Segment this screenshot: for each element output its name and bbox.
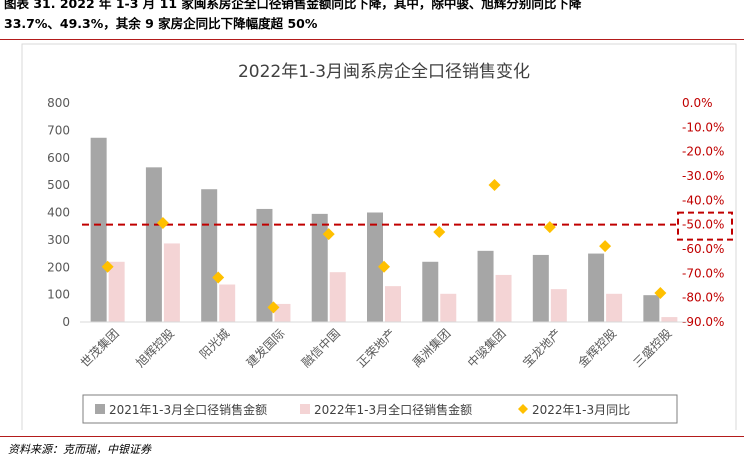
right-axis: 0.0% -10.0% -20.0% -30.0% -40.0% -50.0% -60.0%… bbox=[682, 96, 724, 329]
caption-line-1: 图表 31. 2022 年 1-3 月 11 家闽系房企全口径销售金额同比下降，… bbox=[4, 0, 582, 11]
caption-line-2: 33.7%、49.3%，其余 9 家房企同比下降幅度超 50% bbox=[4, 16, 318, 31]
legend-swatch bbox=[95, 404, 105, 414]
right-tick-label: -80.0% bbox=[682, 291, 724, 305]
yoy-marker bbox=[322, 228, 335, 241]
left-tick-label: 400 bbox=[47, 206, 70, 220]
bar-2022 bbox=[495, 274, 512, 322]
bar-2022 bbox=[606, 293, 623, 322]
yoy-marker bbox=[267, 301, 280, 314]
bar-2021 bbox=[367, 212, 383, 322]
legend-label: 2021年1-3月全口径销售金额 bbox=[109, 402, 267, 417]
left-tick-label: 200 bbox=[47, 260, 70, 274]
right-tick-label: -30.0% bbox=[682, 169, 724, 183]
yoy-marker bbox=[599, 240, 612, 253]
yoy-markers bbox=[101, 179, 667, 314]
right-tick-label: -40.0% bbox=[682, 193, 724, 207]
left-axis: 0 100 200 300 400 500 600 700 800 bbox=[47, 96, 70, 329]
yoy-marker bbox=[378, 260, 390, 273]
yoy-marker bbox=[101, 260, 114, 273]
bar-2021 bbox=[145, 167, 162, 322]
bar-2022 bbox=[274, 303, 291, 322]
source-note: 资料来源：克而瑞，中银证券 bbox=[8, 443, 151, 456]
left-tick-label: 100 bbox=[47, 288, 70, 302]
left-tick-label: 600 bbox=[47, 151, 70, 165]
bar-2021 bbox=[588, 253, 605, 322]
sales-chart: 2022年1-3月闽系房企全口径销售变化 0 100 200 300 400 500 600… bbox=[21, 43, 737, 430]
legend-label: 2022年1-3月同比 bbox=[532, 403, 630, 417]
source-divider bbox=[0, 436, 744, 437]
right-tick-label: -90.0% bbox=[682, 315, 724, 329]
bar-2022 bbox=[385, 286, 401, 322]
right-tick-label: -70.0% bbox=[682, 266, 724, 280]
right-tick-label: 0.0% bbox=[682, 96, 713, 110]
bar-2021 bbox=[256, 208, 273, 322]
bar-2021 bbox=[532, 254, 549, 322]
legend-label: 2022年1-3月全口径销售金额 bbox=[314, 402, 472, 417]
right-tick-label: -50.0% bbox=[682, 218, 724, 232]
right-tick-label: -60.0% bbox=[682, 242, 724, 256]
chart-title: 2022年1-3月闽系房企全口径销售变化 bbox=[238, 62, 530, 82]
bar-2022 bbox=[550, 289, 567, 322]
bar-2022 bbox=[219, 284, 236, 322]
legend-swatch bbox=[518, 404, 528, 414]
bar-series bbox=[90, 137, 678, 322]
left-tick-label: 500 bbox=[47, 178, 70, 192]
left-tick-label: 800 bbox=[47, 96, 70, 110]
legend: 2021年1-3月全口径销售金额 2022年1-3月全口径销售金额 2022年1-3… bbox=[82, 394, 678, 424]
left-tick-label: 0 bbox=[62, 315, 70, 329]
bar-2021 bbox=[90, 137, 107, 322]
bar-2022 bbox=[163, 243, 180, 322]
bar-2022 bbox=[108, 261, 125, 322]
caption-divider bbox=[0, 39, 744, 40]
legend-swatch bbox=[300, 404, 310, 414]
right-tick-label: -20.0% bbox=[682, 145, 724, 159]
bar-2022 bbox=[329, 272, 346, 322]
yoy-marker bbox=[488, 179, 501, 192]
yoy-marker bbox=[654, 287, 667, 300]
bar-2022 bbox=[661, 317, 678, 322]
bar-2021 bbox=[422, 261, 439, 322]
yoy-marker bbox=[212, 271, 225, 284]
bar-2021 bbox=[201, 189, 218, 322]
reference-line-group bbox=[82, 211, 733, 241]
bar-2021 bbox=[311, 213, 328, 322]
bar-2021 bbox=[643, 295, 660, 322]
yoy-marker bbox=[433, 225, 446, 238]
right-tick-label: -10.0% bbox=[682, 120, 724, 134]
legend-box bbox=[82, 394, 678, 424]
yoy-marker bbox=[156, 216, 169, 229]
bar-2021 bbox=[477, 250, 494, 322]
yoy-marker bbox=[543, 221, 556, 234]
bar-2022 bbox=[440, 293, 457, 322]
left-tick-label: 700 bbox=[47, 123, 70, 137]
left-tick-label: 300 bbox=[47, 233, 70, 247]
